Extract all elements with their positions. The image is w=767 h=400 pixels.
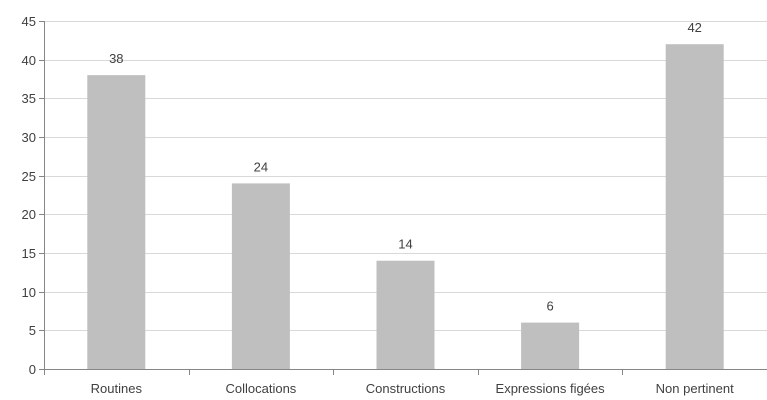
y-tick-label: 45 (22, 14, 36, 29)
y-tick-label: 5 (29, 323, 36, 338)
bars (87, 44, 724, 369)
bar-2 (376, 260, 435, 369)
x-tick-label: Constructions (366, 381, 446, 396)
bar-0 (87, 75, 146, 369)
data-labels: 38 24 14 6 42 (109, 20, 702, 313)
axes (39, 21, 767, 375)
gridlines (44, 21, 767, 331)
bar-1 (231, 183, 290, 369)
y-tick-label: 0 (29, 362, 36, 377)
y-tick-label: 40 (22, 53, 36, 68)
x-axis-tick-labels: Routines Collocations Constructions Express… (91, 381, 734, 396)
x-tick-label: Collocations (225, 381, 296, 396)
y-axis-tick-labels: 0 5 10 15 20 25 30 35 40 45 (22, 14, 36, 377)
data-label: 38 (109, 51, 123, 66)
y-tick-label: 25 (22, 169, 36, 184)
x-tick-label: Expressions figées (496, 381, 606, 396)
x-tick-label: Routines (91, 381, 143, 396)
x-tick-label: Non pertinent (656, 381, 734, 396)
y-tick-label: 20 (22, 207, 36, 222)
data-label: 14 (398, 237, 412, 252)
y-tick-label: 30 (22, 130, 36, 145)
data-label: 24 (254, 159, 268, 174)
y-tick-label: 15 (22, 246, 36, 261)
bar-3 (521, 322, 580, 369)
data-label: 6 (546, 299, 553, 314)
data-label: 42 (687, 20, 701, 35)
bar-4 (665, 44, 724, 369)
y-tick-label: 35 (22, 91, 36, 106)
y-tick-label: 10 (22, 285, 36, 300)
